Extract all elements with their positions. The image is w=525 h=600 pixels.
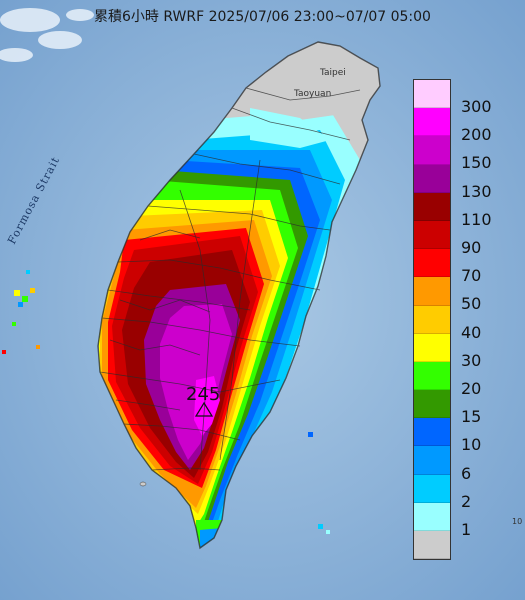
legend-label: 110 (461, 209, 492, 229)
legend-label: 90 (461, 238, 482, 257)
legend-swatch (414, 305, 450, 334)
legend-swatch (414, 502, 450, 531)
legend-label: 2 (461, 491, 472, 511)
district-boundaries (97, 41, 381, 550)
legend-label: 20 (461, 379, 482, 398)
legend-label: 130 (461, 181, 492, 201)
cloud-patches (0, 8, 94, 62)
legend-swatch (414, 390, 450, 419)
legend-swatch (414, 220, 450, 250)
map-title: 累積6小時 RWRF 2025/07/06 23:00~07/07 05:00 (94, 9, 431, 25)
legend-swatch (414, 333, 450, 362)
legend-swatch (414, 474, 450, 503)
legend-label: 6 (461, 463, 472, 483)
legend-swatch (414, 277, 450, 306)
peak-triangle-icon (194, 401, 214, 417)
legend-label: 40 (461, 322, 482, 342)
legend-label: 30 (461, 350, 482, 370)
legend-swatch (414, 108, 450, 137)
color-legend (413, 79, 451, 561)
city-label-taoyuan: Taoyuan (293, 89, 331, 99)
city-label-taipei: Taipei (319, 68, 346, 78)
small-island (139, 481, 147, 487)
legend-label: 70 (461, 266, 482, 286)
legend-label: 150 (461, 153, 492, 173)
legend-label: 200 (461, 125, 492, 145)
legend-swatch (414, 446, 450, 475)
legend-label: 15 (461, 407, 482, 427)
legend-swatch (414, 361, 450, 391)
legend-swatch (414, 192, 450, 221)
legend-swatch (414, 249, 450, 278)
legend-swatch (414, 136, 450, 165)
legend-label: 1 (461, 520, 472, 539)
offshore-rain-specks (2, 270, 330, 534)
peak-value-label: 245 (186, 384, 220, 405)
legend-swatch (414, 531, 450, 560)
legend-swatch (414, 164, 450, 193)
legend-label: 10 (461, 435, 482, 455)
legend-label: 50 (461, 294, 482, 314)
legend-swatch (414, 80, 450, 109)
edge-number: 10 (512, 517, 522, 526)
legend-label: 300 (461, 97, 492, 116)
legend-swatch (414, 418, 450, 447)
